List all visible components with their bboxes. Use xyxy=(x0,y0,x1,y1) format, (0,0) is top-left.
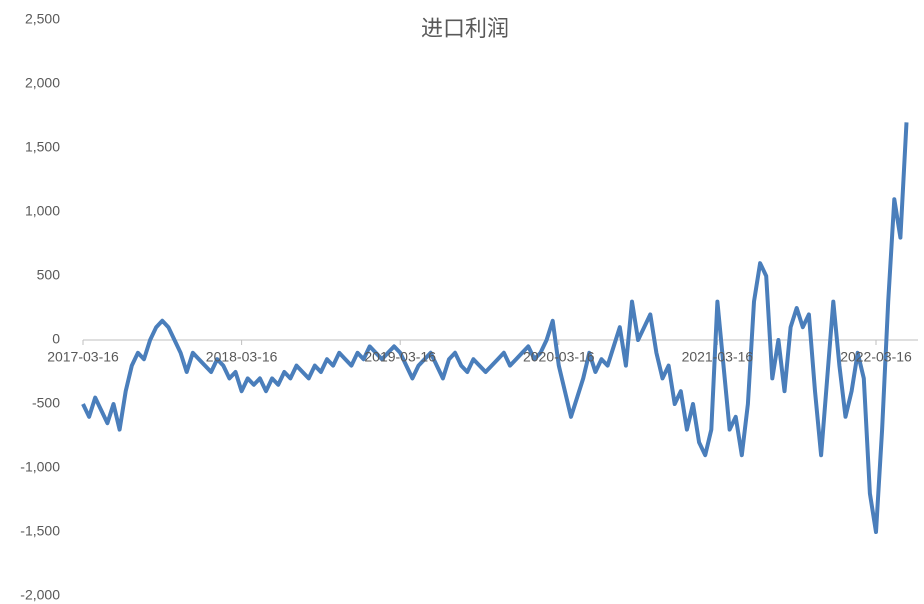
x-tick-label: 2021-03-16 xyxy=(682,349,754,365)
y-tick-label: 2,500 xyxy=(25,11,60,27)
y-tick-label: -500 xyxy=(32,395,60,411)
y-tick-label: 1,000 xyxy=(25,203,60,219)
x-tick-label: 2017-03-16 xyxy=(47,349,119,365)
y-tick-label: 1,500 xyxy=(25,139,60,155)
x-tick-label: 2019-03-16 xyxy=(364,349,436,365)
x-tick-label: 2018-03-16 xyxy=(206,349,278,365)
data-line xyxy=(81,122,909,534)
y-tick-label: 500 xyxy=(37,267,61,283)
y-tick-label: 0 xyxy=(52,331,60,347)
y-tick-label: 2,000 xyxy=(25,75,60,91)
y-tick-label: -2,000 xyxy=(20,587,60,603)
y-tick-label: -1,000 xyxy=(20,459,60,475)
x-tick-label: 2020-03-16 xyxy=(523,349,595,365)
chart-title: 进口利润 xyxy=(421,16,509,41)
y-tick-label: -1,500 xyxy=(20,523,60,539)
x-tick-label: 2022-03-16 xyxy=(840,349,912,365)
